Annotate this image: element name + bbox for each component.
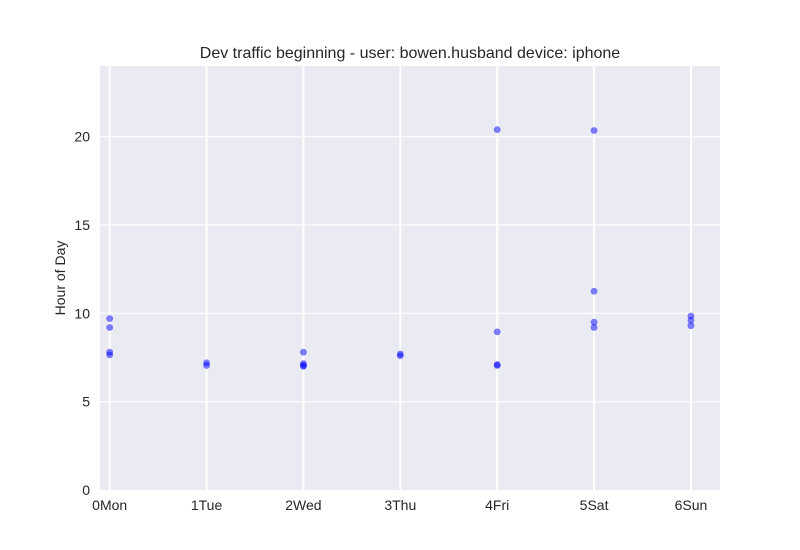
x-tick-label: 3Thu: [384, 497, 416, 513]
data-point: [687, 317, 695, 324]
data-point: [493, 126, 501, 133]
data-point: [106, 315, 114, 323]
data-point: [300, 348, 307, 356]
x-tick-label: 5Sat: [580, 497, 609, 513]
y-tick-label: 5: [82, 394, 90, 410]
data-point: [203, 362, 210, 369]
x-tick-label: 2Wed: [285, 497, 321, 513]
data-point: [106, 324, 114, 331]
data-point: [493, 362, 501, 369]
data-point: [687, 322, 695, 330]
x-tick-label: 6Sun: [675, 497, 708, 513]
data-point: [590, 324, 598, 331]
data-point: [493, 328, 501, 336]
data-point: [396, 352, 404, 360]
data-point: [590, 287, 598, 295]
x-tick-label: 0Mon: [92, 497, 127, 513]
y-tick-label: 10: [74, 305, 90, 321]
chart-title: Dev traffic beginning - user: bowen.husb…: [200, 45, 621, 62]
y-tick-label: 20: [74, 129, 90, 145]
data-point: [590, 318, 598, 326]
grid-lines: [100, 66, 720, 490]
x-tick-label: 4Fri: [485, 497, 509, 513]
plot-area: [100, 66, 720, 490]
data-point: [106, 351, 114, 359]
y-tick-label: 15: [74, 217, 90, 233]
y-axis-label: Hour of Day: [52, 241, 68, 316]
x-axis-ticks: 0Mon 1Tue 2Wed 3Thu 4Fri 5Sat 6Sun: [92, 497, 707, 513]
y-tick-label: 0: [82, 482, 90, 498]
y-axis-ticks: 0 5 10 15 20: [74, 129, 90, 498]
data-point: [590, 127, 598, 134]
data-points: [106, 126, 695, 370]
data-point: [300, 362, 307, 369]
x-tick-label: 1Tue: [191, 497, 223, 513]
